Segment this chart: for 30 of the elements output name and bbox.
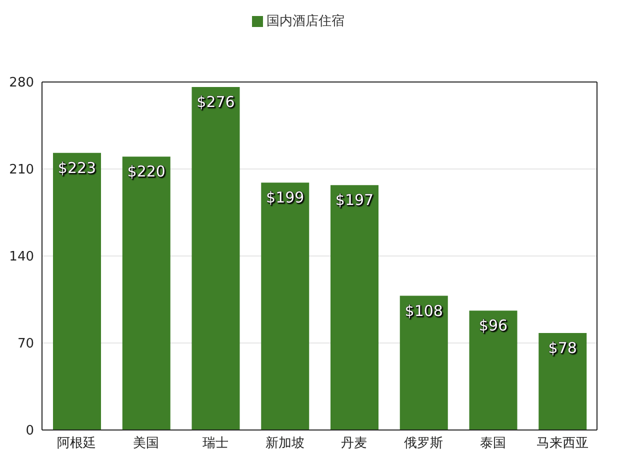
bar <box>261 182 310 430</box>
data-label: $108 <box>404 302 443 320</box>
x-tick-label: 马来西亚 <box>536 436 588 452</box>
data-label: $197 <box>335 191 374 210</box>
y-tick-label: 210 <box>9 162 34 178</box>
y-tick-label: 280 <box>9 76 34 91</box>
x-tick-label: 泰国 <box>480 436 506 452</box>
x-tick-label: 美国 <box>133 435 160 452</box>
bar <box>192 86 240 430</box>
data-label: $78 <box>548 339 577 358</box>
data-label: $199 <box>266 188 304 207</box>
y-tick-label: 140 <box>9 250 34 265</box>
bar <box>538 333 587 430</box>
x-tick-label: 新加坡 <box>265 436 304 452</box>
x-tick-label: 瑞士 <box>202 436 228 452</box>
bar <box>53 152 101 430</box>
y-tick-label: 70 <box>17 336 34 352</box>
bar <box>122 156 170 430</box>
data-label: $223 <box>58 158 96 177</box>
y-tick-label: 0 <box>26 424 34 439</box>
legend-label: 国内酒店住宿 <box>266 14 344 29</box>
bar <box>400 296 448 430</box>
x-tick-label: 阿根廷 <box>57 436 96 452</box>
bar <box>469 310 518 430</box>
data-label: $220 <box>127 162 166 181</box>
data-label: $276 <box>196 92 235 111</box>
data-label: $96 <box>478 316 508 335</box>
x-tick-label: 丹麦 <box>341 436 368 452</box>
x-tick-label: 俄罗斯 <box>404 436 444 452</box>
bar <box>330 185 378 430</box>
